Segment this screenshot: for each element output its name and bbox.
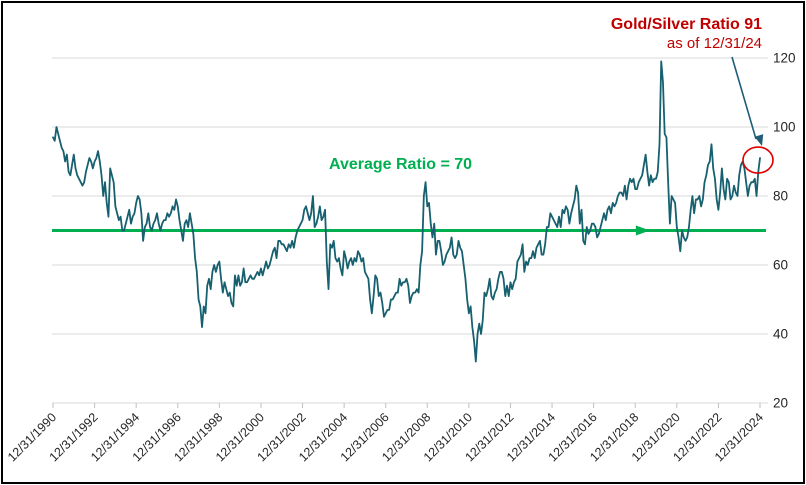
ratio-line-series bbox=[52, 60, 761, 363]
y-tick-label: 80 bbox=[773, 189, 788, 204]
callout-title: Gold/Silver Ratio 91 bbox=[610, 16, 762, 33]
average-ratio-label: Average Ratio = 70 bbox=[329, 156, 473, 173]
y-tick-label: 100 bbox=[773, 120, 796, 135]
y-tick-label: 60 bbox=[773, 258, 788, 273]
callout-arrowhead-icon bbox=[754, 134, 764, 147]
y-tick-label: 20 bbox=[773, 396, 788, 411]
callout-arrow-line bbox=[731, 56, 757, 140]
last-point-callout: Gold/Silver Ratio 91 as of 12/31/24 bbox=[611, 15, 762, 54]
last-point-highlight-circle bbox=[742, 146, 774, 174]
callout-subtitle: as of 12/31/24 bbox=[666, 35, 762, 52]
average-line-arrowhead-icon bbox=[635, 225, 650, 236]
y-tick-label: 40 bbox=[773, 327, 788, 342]
y-tick-label: 120 bbox=[773, 51, 796, 66]
